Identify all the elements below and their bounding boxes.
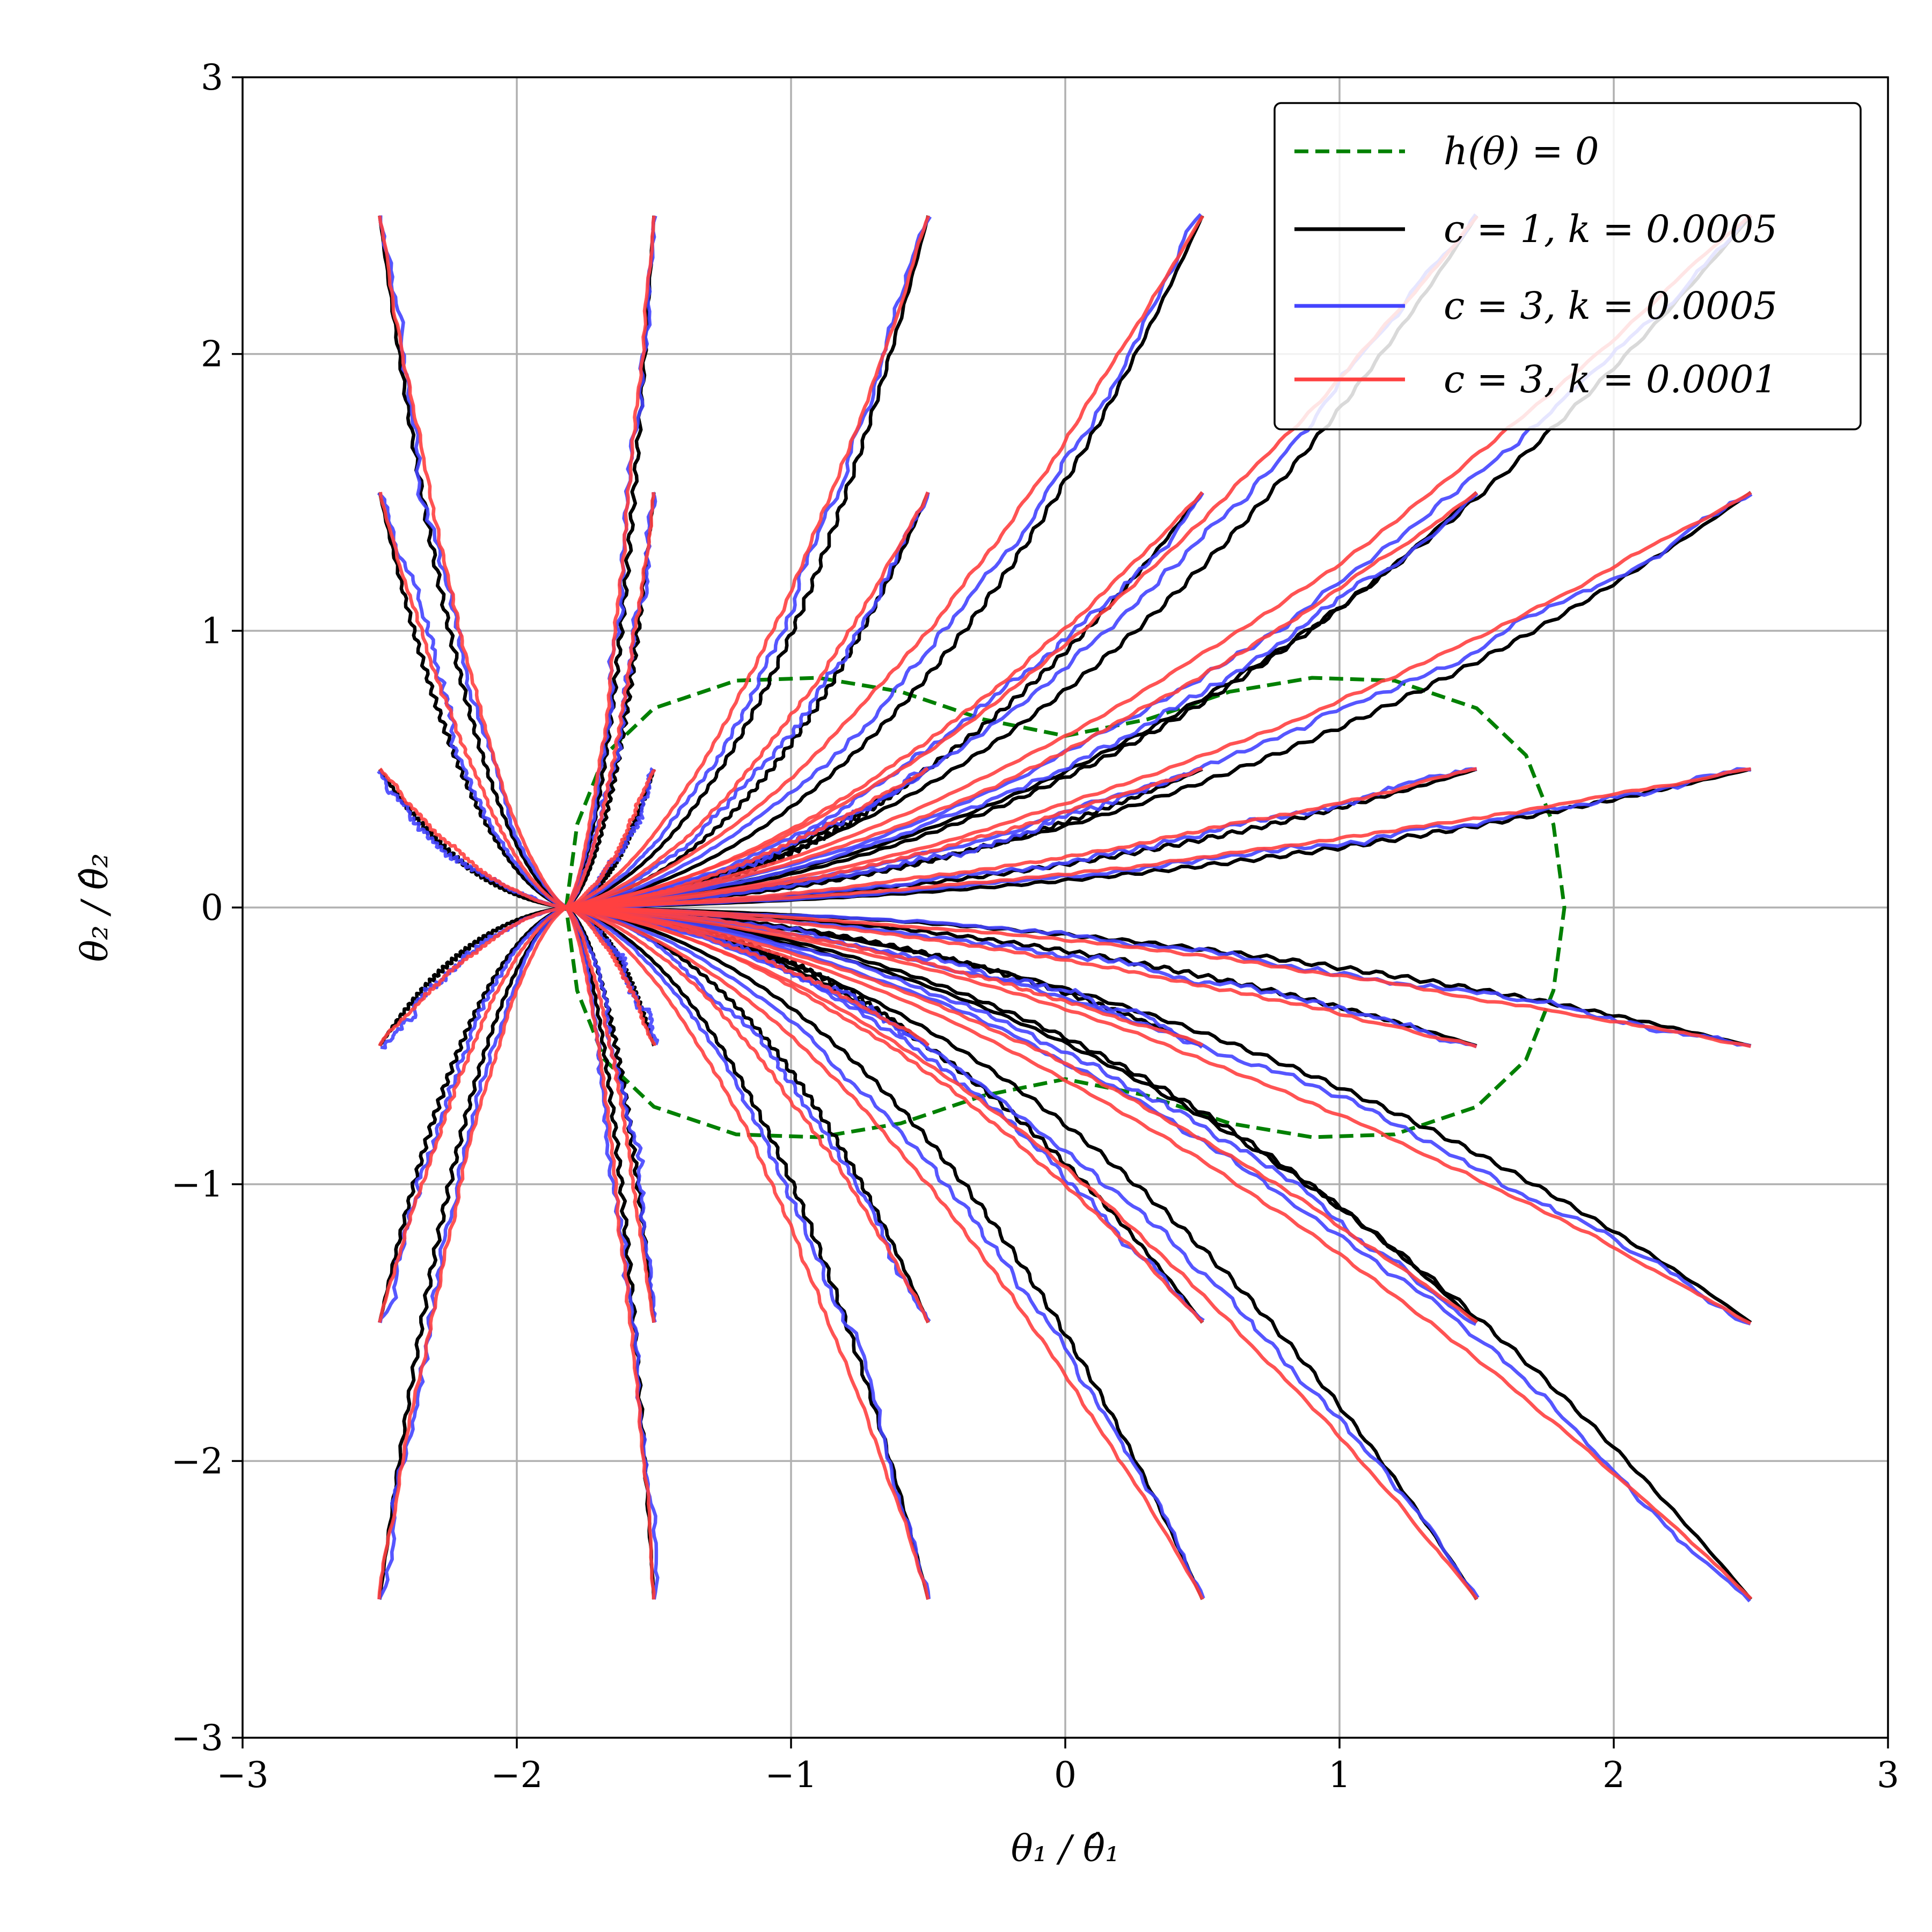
y-axis-label-text: θ₂ / θ̂₂ [74, 853, 116, 962]
x-tick-label-6: 3 [1877, 1754, 1899, 1796]
legend-label-series-3: c = 3, k = 0.0001 [1444, 357, 1777, 401]
trajectory-series-3-4 [378, 492, 567, 909]
x-tick-label-4: 1 [1328, 1754, 1351, 1796]
legend-entry-series-2: c = 3, k = 0.0005 [1294, 284, 1777, 328]
trajectory-series-3-19 [566, 905, 1204, 1047]
trajectory-series-1-3 [566, 215, 1204, 910]
trajectory-series-2-6 [566, 492, 930, 909]
trajectory-series-3-16 [378, 905, 567, 1047]
legend-entry-series-3: c = 3, k = 0.0001 [1294, 357, 1777, 401]
trajectory-series-3-20 [566, 905, 1477, 1049]
trajectory-series-3-5 [565, 492, 656, 909]
trajectory-series-1-33 [566, 905, 1752, 1601]
trajectory-series-3-21 [566, 905, 1752, 1048]
trajectory-series-1-2 [566, 215, 930, 910]
trajectory-series-3-6 [566, 491, 930, 910]
legend-label-series-1: c = 1, k = 0.0005 [1444, 207, 1777, 251]
x-tick-label-2: −1 [765, 1754, 817, 1796]
legend-label-constraint: h(θ) = 0 [1444, 129, 1599, 173]
trajectory-series-3-27 [566, 905, 1752, 1325]
trajectory-series-1-4 [378, 492, 567, 910]
trajectory-series-3-23 [565, 906, 656, 1323]
x-tick-label-1: −2 [491, 1754, 543, 1796]
trajectory-series-3-24 [566, 905, 930, 1323]
trajectory-series-2-2 [565, 216, 932, 909]
legend-entry-constraint: h(θ) = 0 [1294, 129, 1599, 173]
legend-box [1274, 102, 1862, 430]
trajectory-series-2-33 [566, 905, 1751, 1602]
trajectory-series-3-2 [565, 215, 931, 910]
y-tick-label-5: 2 [201, 334, 223, 375]
y-axis-label: θ₂ / θ̂₂ [74, 853, 116, 962]
legend-entry-series-1: c = 1, k = 0.0005 [1294, 207, 1777, 251]
y-tick-label-6: 3 [201, 57, 223, 98]
y-tick-label-0: −3 [171, 1717, 223, 1759]
x-tick-label-3: 0 [1054, 1754, 1077, 1796]
legend-label-series-2: c = 3, k = 0.0005 [1444, 284, 1777, 328]
trajectory-series-3-3 [566, 215, 1204, 910]
constraint-curve-layer [564, 676, 1567, 1139]
trajectory-series-3-28 [377, 906, 567, 1600]
trajectory-series-1-31 [566, 905, 1204, 1600]
x-axis-label-text: θ₁ / θ̂₁ [1011, 1828, 1120, 1870]
constraint-curve [564, 676, 1567, 1139]
x-tick-label-0: −3 [216, 1754, 268, 1796]
trajectory-series-2-28 [377, 906, 567, 1600]
trajectory-series-3-26 [566, 905, 1478, 1324]
x-tick-label-5: 2 [1602, 1754, 1625, 1796]
trajectory-series-3-1 [565, 215, 656, 909]
trajectory-series-2-8 [566, 492, 1479, 909]
trajectory-series-1-30 [566, 905, 930, 1600]
trajectories-layer [377, 213, 1753, 1602]
trajectory-series-1-0 [378, 215, 567, 909]
trajectory-series-3-22 [377, 906, 567, 1323]
y-tick-label-1: −2 [171, 1440, 223, 1482]
trajectory-series-3-30 [565, 905, 930, 1600]
y-tick-label-3: 0 [201, 887, 223, 928]
trajectory-series-3-32 [566, 905, 1479, 1600]
trajectory-series-2-31 [566, 905, 1205, 1599]
y-tick-label-4: 1 [201, 610, 223, 652]
trajectory-series-2-3 [566, 213, 1202, 910]
trajectory-series-2-0 [378, 215, 568, 909]
trajectory-series-3-10 [378, 767, 567, 910]
trajectory-series-3-13 [566, 766, 1203, 910]
trajectory-series-2-26 [566, 906, 1477, 1326]
axis-ticks: −3 −2 −1 0 1 2 3 −3 −2 −1 0 1 2 3 [171, 57, 1899, 1796]
trajectory-series-1-26 [566, 905, 1478, 1324]
trajectory-series-3-11 [565, 769, 656, 909]
trajectory-series-3-0 [378, 215, 567, 909]
trajectory-series-2-30 [566, 905, 931, 1599]
trajectory-series-3-15 [566, 767, 1751, 909]
x-axis-label: θ₁ / θ̂₁ [1011, 1828, 1120, 1870]
trajectory-series-1-23 [565, 906, 656, 1323]
y-tick-label-2: −1 [171, 1164, 223, 1205]
trajectory-series-3-9 [566, 491, 1752, 910]
trajectory-series-3-8 [566, 491, 1478, 910]
trajectory-series-3-31 [566, 905, 1204, 1600]
trajectory-series-2-4 [377, 492, 567, 910]
trajectory-series-1-22 [378, 905, 567, 1323]
trajectory-series-1-5 [565, 492, 656, 909]
trajectory-series-3-29 [565, 906, 656, 1600]
series-3 [377, 214, 1753, 1600]
trajectory-series-3-33 [566, 905, 1753, 1600]
legend: h(θ) = 0 c = 1, k = 0.0005 c = 3, k = 0.… [1274, 102, 1862, 430]
